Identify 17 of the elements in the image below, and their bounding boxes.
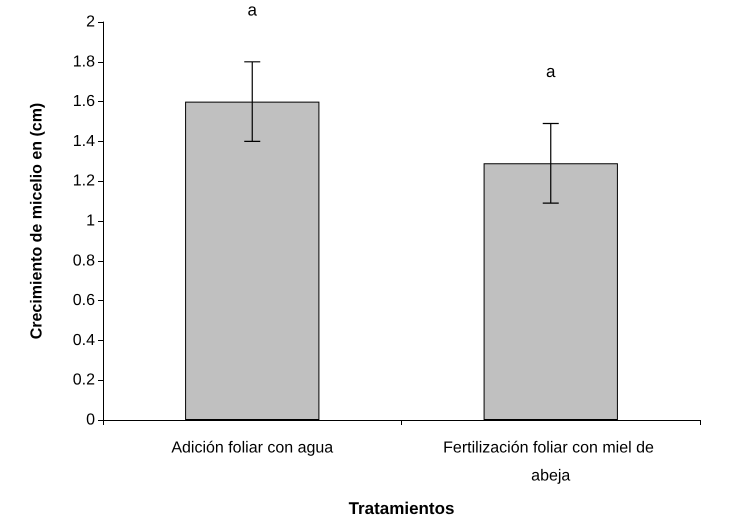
x-tick-label: Adición foliar con agua: [171, 440, 334, 456]
y-tick-label: 0.6: [72, 292, 96, 310]
y-tick-label: 1: [86, 212, 96, 230]
y-tick-label: 0.4: [72, 332, 96, 349]
y-tick-label: 2: [86, 14, 96, 30]
y-tick-label: 1.8: [72, 53, 96, 70]
x-tick-label: Fertilización foliar con miel de abeja: [443, 440, 658, 484]
y-tick-label: 1.2: [72, 172, 96, 190]
text: a: [248, 0, 258, 20]
x-axis-title: Tratamientos: [348, 499, 454, 518]
y-tick-label: 0: [86, 412, 96, 428]
annotation: a: [546, 62, 556, 81]
y-tick-label: 0.8: [72, 252, 96, 270]
y-tick-label: 0.2: [72, 372, 96, 389]
y-tick-label: 1.4: [72, 132, 96, 150]
y-axis-title: Crecimiento de micelio en (cm): [28, 102, 46, 340]
y-tick-label: 1.6: [72, 93, 96, 110]
